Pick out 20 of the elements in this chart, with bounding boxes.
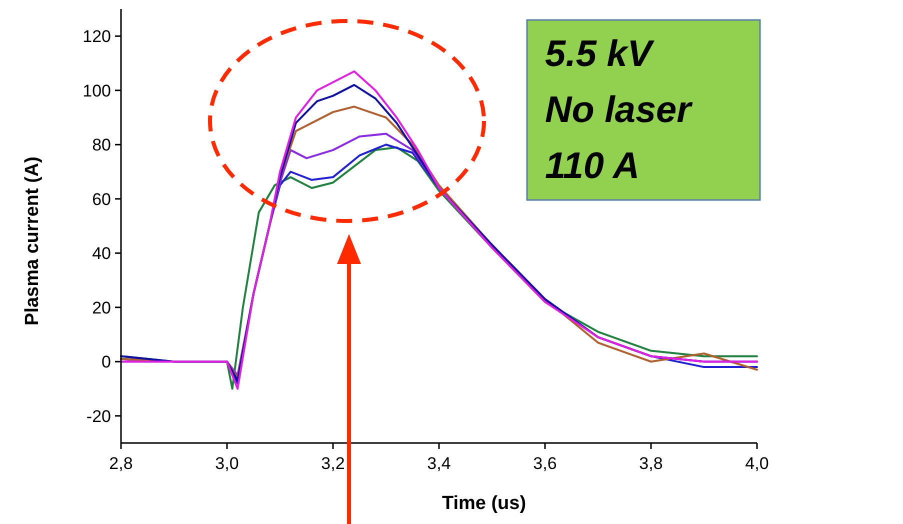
x-tick-label: 4,0 bbox=[745, 454, 769, 473]
y-axis-title: Plasma current (A) bbox=[22, 156, 43, 326]
annotation: No laser bbox=[545, 89, 694, 130]
x-tick-label: 3,6 bbox=[533, 454, 557, 473]
y-tick-label: 60 bbox=[92, 190, 111, 209]
y-tick-label: 20 bbox=[92, 298, 111, 318]
y-tick-label: 80 bbox=[92, 136, 111, 155]
x-tick-label: 2,8 bbox=[109, 454, 133, 473]
annotation: 110 A bbox=[545, 145, 640, 186]
y-tick-label: -20 bbox=[86, 406, 111, 426]
x-tick-label: 3,2 bbox=[321, 454, 345, 473]
x-tick-label: 3,0 bbox=[215, 454, 239, 473]
y-tick-label: 40 bbox=[92, 244, 111, 264]
x-axis-title: Time (us) bbox=[442, 493, 526, 514]
y-tick-label: 120 bbox=[82, 27, 111, 46]
y-tick-label: 100 bbox=[82, 81, 111, 100]
x-tick-label: 3,8 bbox=[639, 454, 663, 473]
y-tick-label: 0 bbox=[102, 352, 111, 372]
x-tick-label: 3,4 bbox=[427, 454, 451, 473]
annotation: 5.5 kV bbox=[545, 33, 656, 74]
